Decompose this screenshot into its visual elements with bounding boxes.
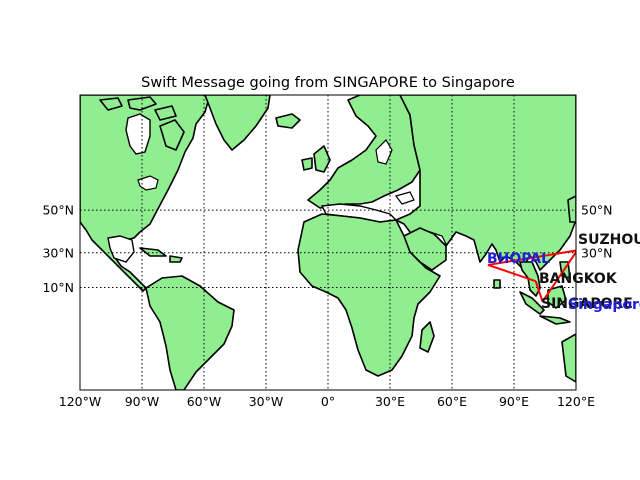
route-segment: [487, 263, 537, 283]
meridian-label: 90°W: [125, 394, 160, 409]
australia: [561, 333, 576, 383]
java: [539, 315, 571, 325]
parallel-label: 50°N: [42, 203, 74, 218]
parallel-label: 10°N: [42, 280, 74, 295]
baltic-sea: [375, 139, 393, 165]
arabia: [403, 227, 447, 271]
route-segment: [541, 250, 576, 303]
hispaniola: [169, 255, 183, 263]
route-segment: [487, 249, 576, 266]
parallel-label: 30°N: [42, 245, 74, 260]
meridian-label: 30°W: [249, 394, 284, 409]
label-bhopal: BHOPAL: [487, 251, 550, 267]
arctic-island-1: [99, 97, 123, 111]
ireland: [301, 157, 313, 171]
label-singapore-origin: SINGAPORE: [541, 296, 633, 312]
great-lakes: [137, 175, 159, 191]
sri-lanka: [493, 279, 501, 289]
meridian-labels: 120°W 90°W 60°W 30°W 0° 30°E 60°E 90°E 120°E: [59, 394, 595, 409]
cuba: [139, 247, 167, 257]
city-labels: SUZHOU BHOPAL BANGKOK SINGAPORE Singapor…: [487, 232, 640, 313]
map-frame: [79, 94, 577, 391]
map-title: Swift Message going from SINGAPORE to Si…: [141, 75, 515, 91]
parallel-label-right: 30°N: [581, 245, 613, 260]
label-suzhou: SUZHOU: [578, 232, 640, 248]
meridian-label: 90°E: [499, 394, 529, 409]
asia: [395, 95, 576, 271]
route-layer: [487, 249, 576, 303]
gulf-of-mexico: [107, 235, 135, 263]
map-area: [80, 95, 576, 390]
madagascar: [419, 321, 435, 353]
baffin-island: [159, 119, 185, 151]
meridian-label: 60°W: [187, 394, 222, 409]
japan: [567, 195, 576, 223]
arctic-island-3: [154, 105, 177, 121]
black-sea: [394, 191, 415, 205]
meridian-label: 30°E: [375, 394, 405, 409]
parallel-labels-right: 30°N 50°N: [581, 203, 613, 261]
meridian-label: 0°: [321, 394, 335, 409]
meridian-label: 120°W: [59, 394, 101, 409]
route-segment: [534, 280, 544, 302]
label-bangkok: BANGKOK: [539, 271, 618, 287]
hudson-bay: [125, 113, 151, 155]
meridian-label: 120°E: [557, 394, 595, 409]
iceland: [275, 113, 301, 129]
great-britain: [313, 145, 331, 173]
borneo: [547, 285, 567, 309]
sumatra: [519, 291, 545, 315]
africa: [297, 213, 441, 377]
graticule: [80, 95, 576, 390]
label-singapore-dest: Singapore: [568, 297, 640, 313]
greenland: [204, 95, 271, 151]
parallel-label-right: 50°N: [581, 203, 613, 218]
parallel-labels-left: 10°N 30°N 50°N: [42, 203, 74, 295]
meridian-label: 60°E: [437, 394, 467, 409]
south-america: [145, 275, 235, 390]
